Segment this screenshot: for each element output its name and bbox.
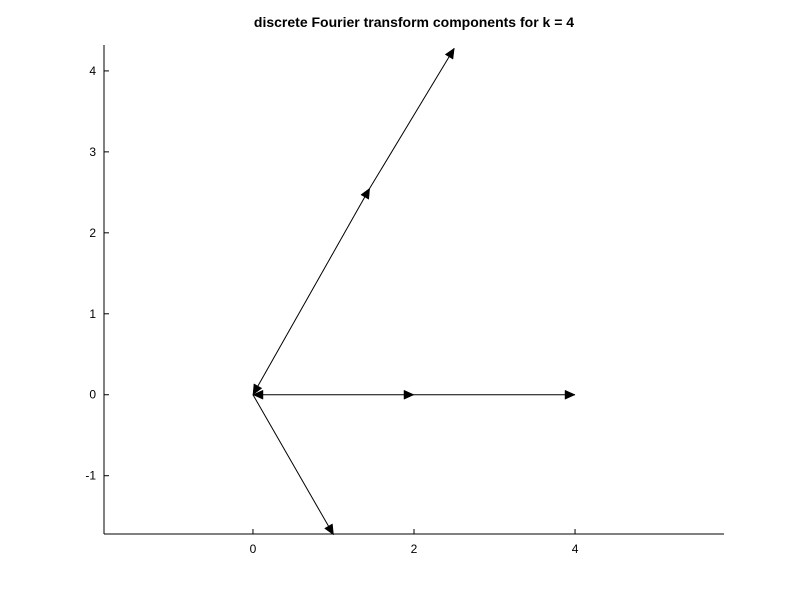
x-tick-label: 0 bbox=[250, 542, 257, 556]
vector-arrowhead bbox=[403, 389, 415, 400]
vector-arrowhead bbox=[324, 523, 334, 536]
vector-arrowhead bbox=[252, 389, 264, 400]
chart-title: discrete Fourier transform components fo… bbox=[254, 14, 574, 30]
y-tick-label: 3 bbox=[89, 145, 96, 159]
y-tick-label: -1 bbox=[85, 469, 96, 483]
vector-shaft bbox=[252, 188, 371, 395]
y-tick-label: 4 bbox=[89, 64, 96, 78]
ticks: 0 2 4 -1 0 1 2 3 4 bbox=[85, 64, 578, 556]
vector-shaft bbox=[369, 47, 455, 189]
y-tick-label: 2 bbox=[89, 226, 96, 240]
vector-arrowhead bbox=[444, 47, 455, 60]
vector-arrowhead bbox=[564, 389, 576, 400]
y-tick-label: 0 bbox=[89, 388, 96, 402]
x-tick-label: 2 bbox=[411, 542, 418, 556]
vector-arrowhead bbox=[360, 187, 371, 200]
axes bbox=[103, 45, 724, 535]
y-tick-label: 1 bbox=[89, 307, 96, 321]
x-tick-label: 4 bbox=[572, 542, 579, 556]
vector-shaft bbox=[252, 394, 334, 536]
vectors bbox=[252, 47, 576, 536]
vector-arrowhead bbox=[252, 383, 263, 396]
